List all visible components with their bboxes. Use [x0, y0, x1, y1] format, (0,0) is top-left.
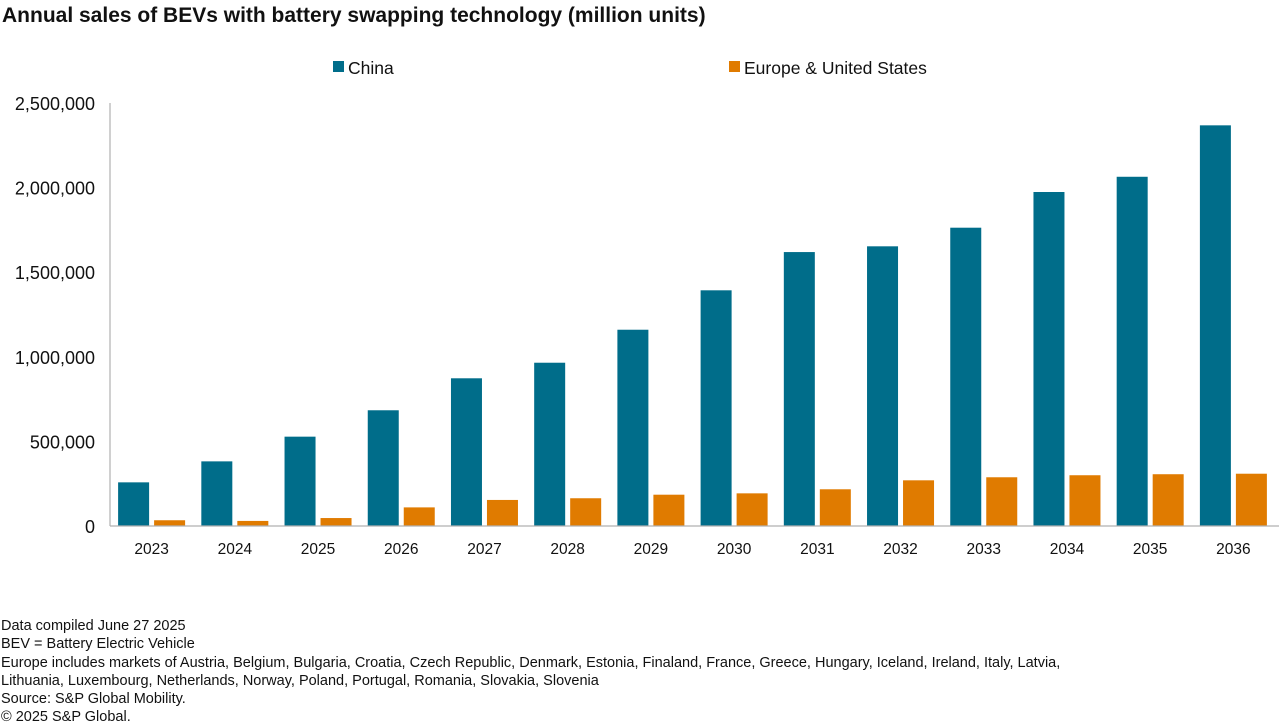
- bar-europe-us-2036: [1235, 473, 1267, 526]
- x-tick-label: 2030: [717, 541, 752, 558]
- bar-china-2036: [1199, 125, 1231, 526]
- note-europe-1: Europe includes markets of Austria, Belg…: [1, 654, 1061, 671]
- x-tick-label: 2029: [634, 541, 668, 558]
- footnotes: Data compiled June 27 2025 BEV = Battery…: [1, 617, 1060, 727]
- bar-europe-us-2034: [1069, 475, 1101, 526]
- x-tick-label: 2023: [134, 541, 168, 558]
- x-tick-label: 2034: [1050, 541, 1085, 558]
- bar-europe-us-2030: [736, 493, 768, 526]
- y-tick-label: 2,000,000: [15, 179, 95, 199]
- bar-china-2032: [867, 246, 899, 527]
- bar-china-2026: [367, 410, 399, 526]
- x-tick-label: 2032: [883, 541, 917, 558]
- legend-swatch-1: [729, 61, 740, 72]
- y-tick-label: 1,500,000: [15, 263, 95, 283]
- note-europe-2: Lithuania, Luxembourg, Netherlands, Norw…: [1, 672, 599, 689]
- bar-china-2023: [118, 482, 150, 526]
- bar-china-2029: [617, 329, 649, 526]
- bar-europe-us-2026: [403, 507, 435, 526]
- y-tick-label: 0: [85, 517, 95, 537]
- bar-china-2035: [1116, 176, 1148, 527]
- y-tick-label: 2,500,000: [15, 94, 95, 114]
- x-tick-label: 2026: [384, 541, 418, 558]
- x-tick-label: 2036: [1216, 541, 1250, 558]
- bar-europe-us-2033: [986, 477, 1018, 526]
- bar-china-2028: [534, 362, 566, 526]
- x-tick-label: 2024: [218, 541, 253, 558]
- x-tick-label: 2028: [550, 541, 584, 558]
- x-tick-label: 2027: [467, 541, 501, 558]
- bar-europe-us-2023: [154, 520, 186, 526]
- bar-europe-us-2027: [486, 499, 518, 526]
- bar-china-2034: [1033, 191, 1065, 526]
- bar-china-2033: [950, 227, 982, 527]
- x-tick-label: 2035: [1133, 541, 1167, 558]
- bar-china-2030: [700, 290, 732, 526]
- note-date: Data compiled June 27 2025: [1, 618, 186, 634]
- bar-europe-us-2024: [237, 520, 269, 526]
- bar-europe-us-2025: [320, 518, 352, 526]
- bar-europe-us-2035: [1152, 474, 1184, 526]
- legend-swatch-0: [333, 61, 344, 72]
- bar-china-2024: [201, 461, 233, 526]
- legend-label-1: Europe & United States: [744, 58, 927, 78]
- x-tick-label: 2025: [301, 541, 335, 558]
- bar-china-2027: [450, 378, 482, 526]
- note-copyright: © 2025 S&P Global.: [1, 709, 131, 726]
- bar-china-2031: [783, 252, 815, 527]
- x-tick-label: 2031: [800, 541, 834, 558]
- note-source: Source: S&P Global Mobility.: [1, 691, 186, 708]
- x-tick-label: 2033: [967, 541, 1001, 558]
- bar-europe-us-2028: [570, 498, 602, 526]
- note-bev: BEV = Battery Electric Vehicle: [1, 636, 195, 653]
- bar-europe-us-2029: [653, 494, 685, 526]
- legend-label-0: China: [348, 58, 394, 78]
- y-tick-label: 1,000,000: [15, 348, 95, 368]
- bar-europe-us-2032: [903, 480, 935, 526]
- y-tick-label: 500,000: [30, 432, 95, 452]
- bar-china-2025: [284, 436, 316, 526]
- bar-europe-us-2031: [819, 489, 851, 526]
- chart-title: Annual sales of BEVs with battery swappi…: [2, 4, 706, 27]
